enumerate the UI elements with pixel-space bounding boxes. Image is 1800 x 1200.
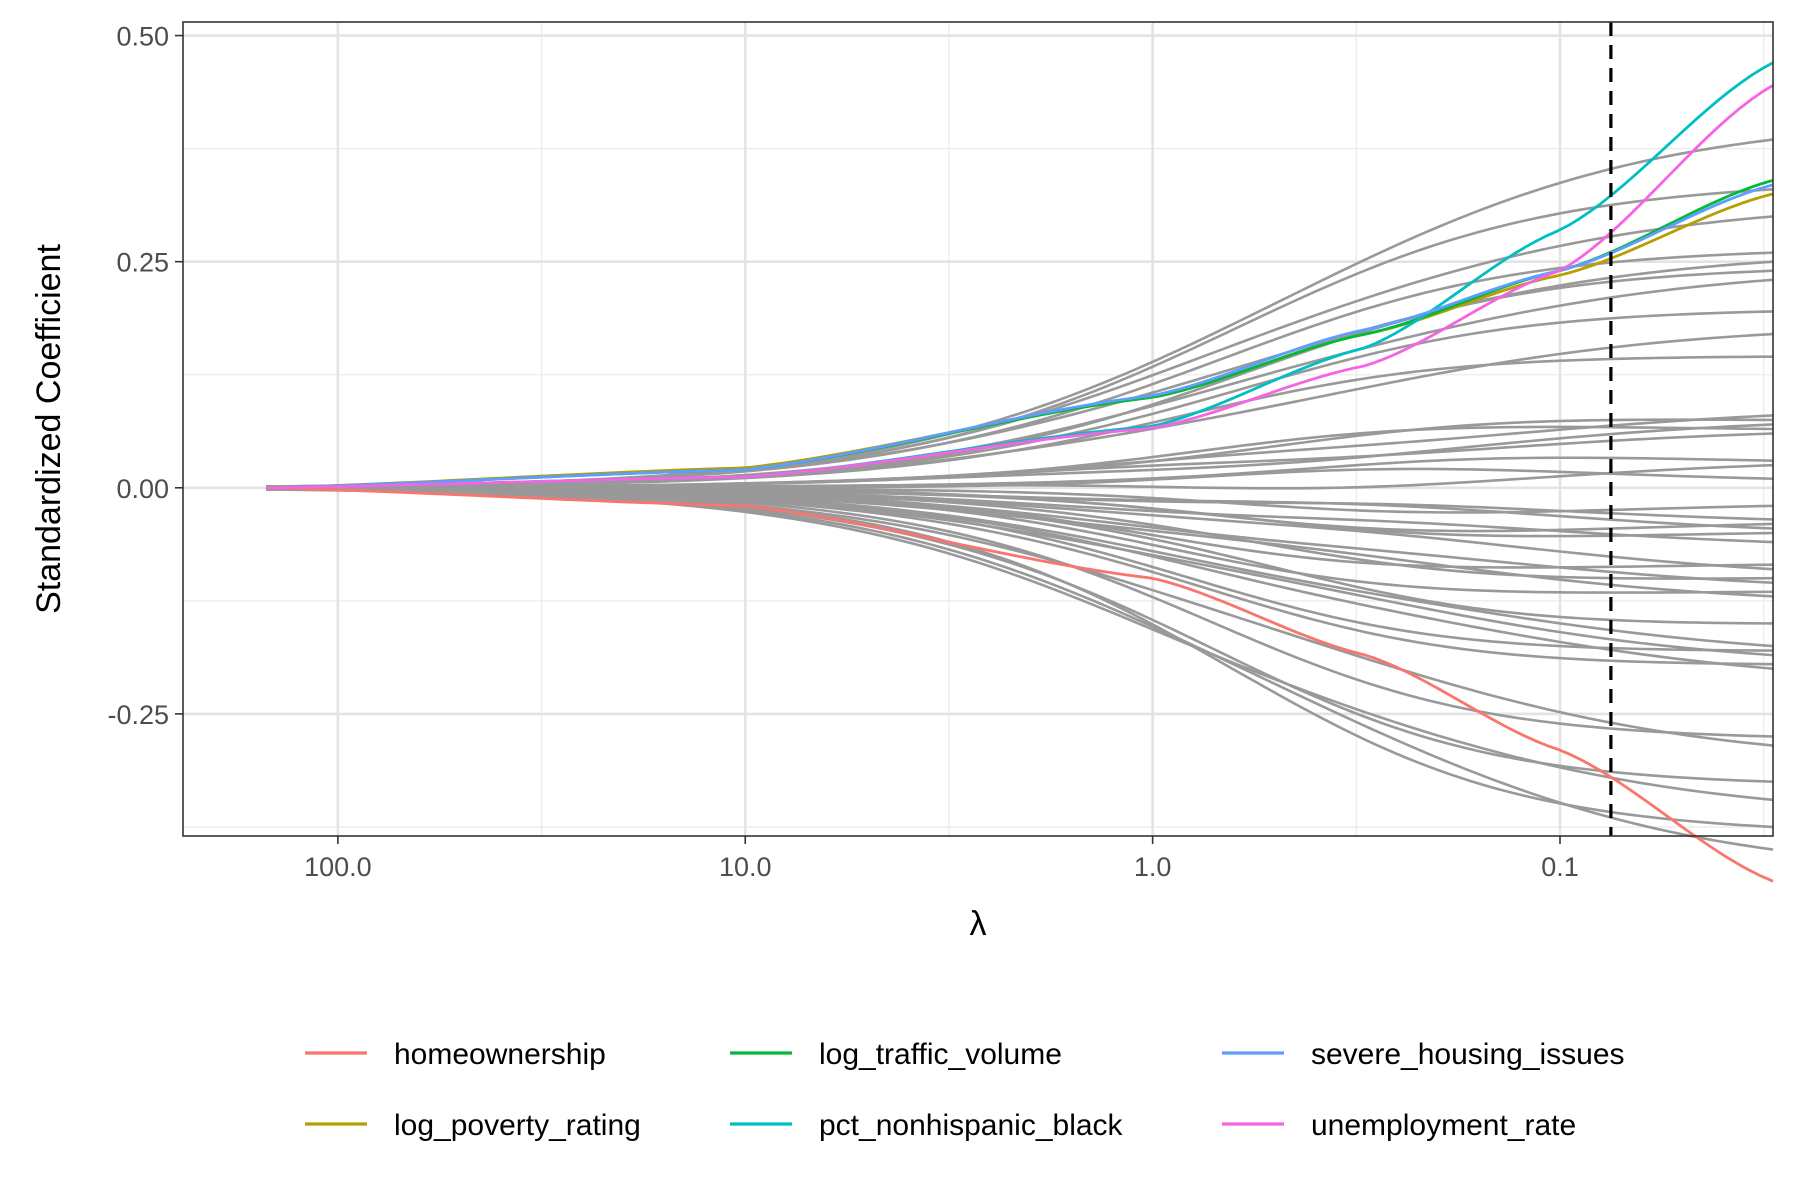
y-tick-label: 0.25	[116, 248, 169, 278]
x-tick-label: 0.1	[1541, 852, 1579, 882]
x-tick-label: 10.0	[719, 852, 772, 882]
legend-label-log-traffic-volume: log_traffic_volume	[819, 1038, 1062, 1071]
x-axis-title: λ	[970, 905, 987, 943]
legend: homeownership log_poverty_rating log_traff…	[305, 1038, 1625, 1142]
background-series-line	[266, 355, 1774, 489]
x-tick-label: 100.0	[304, 852, 372, 882]
series-line-unemployment-rate	[266, 84, 1774, 490]
highlighted-series	[266, 61, 1774, 883]
legend-label-pct-nonhispanic-black: pct_nonhispanic_black	[819, 1109, 1124, 1142]
plot-panel-border	[182, 21, 1774, 837]
legend-label-severe-housing-issues: severe_housing_issues	[1311, 1038, 1625, 1071]
grid-lines	[183, 22, 1773, 836]
axes: 100.0 10.0 1.0 0.1 0.50 0.25 0.00 -0.25	[107, 22, 1578, 882]
y-tick-label: -0.25	[107, 700, 169, 730]
legend-label-unemployment-rate: unemployment_rate	[1311, 1109, 1576, 1142]
y-tick-label: 0.50	[116, 22, 169, 52]
x-tick-label: 1.0	[1134, 852, 1172, 882]
series-line-homeownership	[266, 486, 1774, 883]
background-series-line	[266, 488, 1774, 851]
series-line-severe-housing-issues	[266, 183, 1774, 490]
legend-label-log-poverty-rating: log_poverty_rating	[394, 1109, 641, 1142]
y-tick-label: 0.00	[116, 474, 169, 504]
legend-label-homeownership: homeownership	[394, 1038, 606, 1071]
y-axis-title: Standardized Coefficient	[30, 244, 68, 614]
